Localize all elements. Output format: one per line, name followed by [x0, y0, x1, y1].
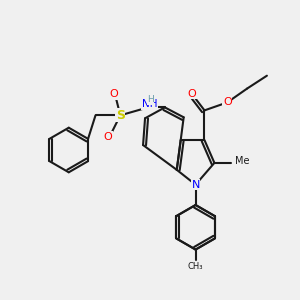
Text: H: H: [147, 95, 154, 104]
Text: O: O: [103, 132, 112, 142]
Text: NH: NH: [142, 99, 157, 110]
Text: CH₃: CH₃: [188, 262, 203, 271]
Text: S: S: [116, 109, 125, 122]
Text: O: O: [223, 98, 232, 107]
Text: O: O: [187, 88, 196, 98]
Text: O: O: [110, 89, 118, 99]
Text: Me: Me: [235, 156, 250, 167]
Text: N: N: [191, 180, 200, 190]
